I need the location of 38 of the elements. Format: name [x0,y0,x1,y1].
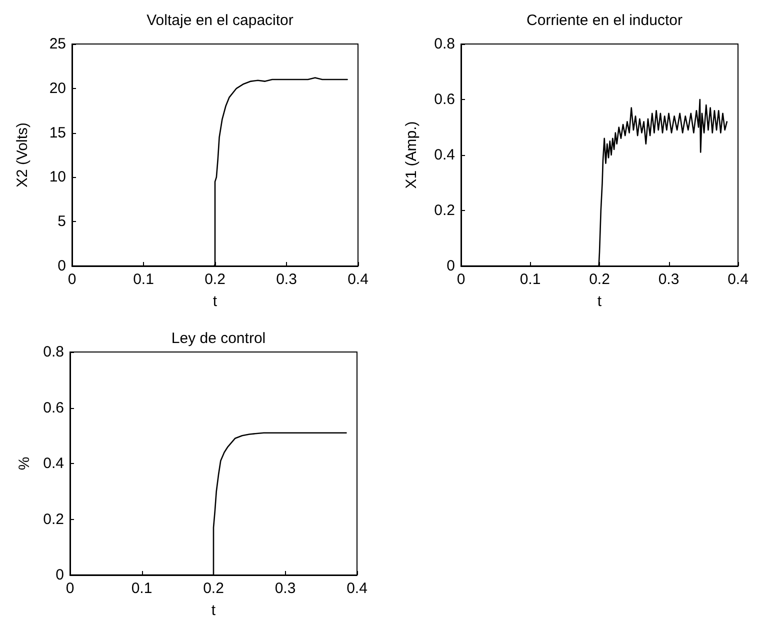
y-tick-label: 0.6 [43,399,64,416]
y-axis-title: % [16,456,33,470]
y-tick-label: 0.4 [434,146,455,164]
x-axis-title: t [211,602,216,619]
y-tick-label: 0.2 [434,202,455,219]
x-tick-label: 0.4 [728,271,748,288]
y-tick-label: 0.8 [434,36,455,52]
y-tick-label: 0.6 [434,91,455,108]
y-tick-label: 25 [49,36,66,52]
x-tick-label: 0.4 [346,580,368,597]
x-tick-label: 0.2 [589,271,610,288]
x-tick-label: 0.3 [658,271,680,288]
x-tick-label: 0.3 [274,580,296,597]
y-tick-label: 0.4 [43,455,64,472]
x-axis-title: t [597,293,602,310]
x-axis-title: t [212,293,218,310]
y-tick-label: 0.8 [43,344,64,360]
x-tick-label: 0.1 [133,271,154,288]
y-tick-label: 5 [58,213,66,230]
x-tick-label: 0.1 [520,271,541,288]
chart-title: Corriente en el inductor [526,12,682,29]
y-axis-title: X2 (Volts) [14,122,31,188]
x-tick-label: 0 [456,271,466,288]
x-tick-label: 0.1 [131,580,152,597]
chart-title: Ley de control [171,330,266,347]
x-tick-label: 0.4 [348,271,368,288]
x-tick-label: 0.3 [276,271,297,288]
x-tick-label: 0.2 [203,580,224,597]
y-tick-label: 0.2 [43,510,64,528]
y-tick-label: 0 [58,258,66,274]
y-tick-label: 20 [49,80,66,97]
y-tick-label: 15 [49,124,66,142]
y-tick-label: 0 [56,566,64,584]
y-axis-title: X1 (Amp.) [403,121,420,189]
chart-title: Voltaje en el capacitor [146,12,294,29]
y-tick-label: 10 [49,168,66,186]
y-tick-label: 0 [446,258,455,274]
x-tick-label: 0.2 [204,271,226,288]
